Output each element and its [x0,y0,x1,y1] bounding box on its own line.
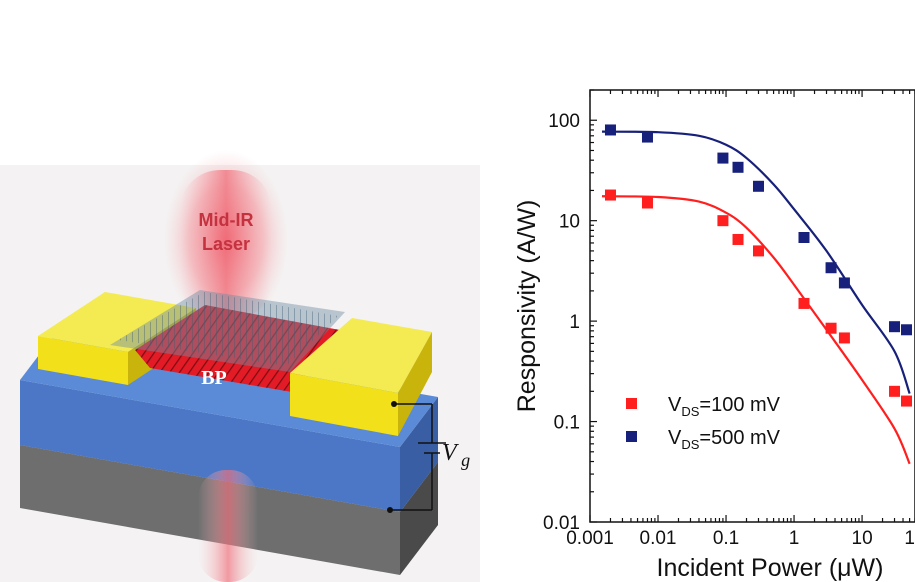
x-tick-label: 0.001 [566,528,614,549]
legend-entry-sub: DS [681,437,699,452]
gate-voltage-main: V [442,440,459,466]
contact-dot-bottom [387,507,393,513]
data-point [752,245,764,257]
y-tick-label: 10 [559,212,580,233]
fit-curve [601,195,911,465]
data-point [732,233,744,245]
x-tick-label: 0.01 [640,528,677,549]
gate-circuit [392,403,446,511]
x-tick-label: 10 [852,528,873,549]
y-tick-label: 0.1 [554,413,580,434]
laser-beam-lower [198,470,258,582]
x-tick-labels: 0.001 0.01 0.1 1 10 10 [566,528,915,549]
data-point [798,297,810,309]
dielectric-layer-front [20,380,400,512]
axis-ticks [589,89,915,523]
data-point [717,215,729,227]
legend-entry-main: V [668,394,682,416]
data-point [825,262,837,274]
data-point [838,332,850,344]
data-point [838,277,850,289]
data-points [604,124,913,407]
y-tick-label: 0.01 [543,513,580,534]
fit-curve [601,130,911,394]
data-point [604,189,616,201]
x-axis-title: Incident Power (μW) [657,554,884,582]
gate-voltage-sub: g [461,450,470,470]
legend-swatch [626,431,637,442]
right-electrode-front [290,373,398,436]
data-point [889,321,901,333]
data-point [901,324,913,336]
legend-entry: VDS=100 mV [668,394,781,419]
y-axis-title: Responsivity (A/W) [513,200,541,413]
data-point [604,124,616,136]
laser-beam-glow [164,150,288,330]
plot-frame [589,89,915,523]
gate-voltage-label: V g [442,440,470,470]
substrate-slab-side [400,462,438,575]
right-electrode-side [398,332,432,436]
legend-entry-main: V [668,427,682,449]
data-point [717,152,729,164]
x-tick-label: 0.1 [713,528,739,549]
legend-entry-rest: =500 mV [699,427,780,449]
data-point [825,322,837,334]
left-electrode-front [38,336,128,385]
data-point [901,395,913,407]
device-schematic: Mid-IR Laser BP V g [0,150,480,582]
right-electrode-top [290,318,432,393]
contact-dot-top [391,401,397,407]
data-point [641,131,653,143]
data-point [889,385,901,397]
laser-label-line2: Laser [202,234,250,254]
legend-entry-sub: DS [681,404,699,419]
data-point [798,231,810,243]
x-tick-label: 10 [904,528,915,549]
y-tick-labels: 0.01 0.1 1 10 100 [543,111,580,534]
data-point [732,161,744,173]
laser-label-line1: Mid-IR [199,210,254,230]
channel-lines [118,292,338,366]
fit-curves [601,130,911,465]
data-point [641,197,653,209]
legend-entry-rest: =100 mV [699,394,780,416]
y-tick-label: 1 [569,312,580,333]
material-label: BP [201,367,227,389]
dielectric-layer-side [400,397,438,512]
legend-entry: VDS=500 mV [668,427,781,452]
x-tick-label: 1 [789,528,800,549]
legend-swatch [626,398,637,409]
data-point [752,180,764,192]
y-tick-label: 100 [548,111,580,132]
left-electrode-top [38,292,196,352]
